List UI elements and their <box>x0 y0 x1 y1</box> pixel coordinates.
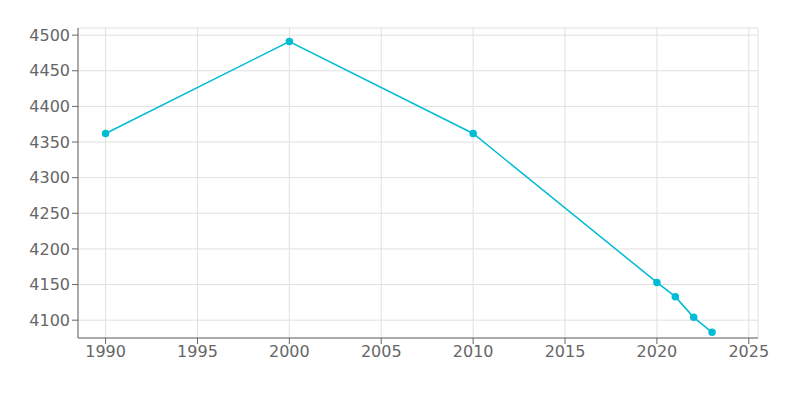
svg-text:4150: 4150 <box>29 275 70 294</box>
svg-text:2025: 2025 <box>728 342 769 361</box>
svg-text:1990: 1990 <box>85 342 126 361</box>
svg-text:4450: 4450 <box>29 61 70 80</box>
svg-text:4100: 4100 <box>29 311 70 330</box>
svg-text:2020: 2020 <box>637 342 678 361</box>
svg-text:2015: 2015 <box>545 342 586 361</box>
svg-text:1995: 1995 <box>177 342 218 361</box>
svg-text:4250: 4250 <box>29 204 70 223</box>
svg-text:2000: 2000 <box>269 342 310 361</box>
svg-text:4350: 4350 <box>29 133 70 152</box>
svg-text:4500: 4500 <box>29 26 70 45</box>
svg-text:2010: 2010 <box>453 342 494 361</box>
svg-text:4300: 4300 <box>29 168 70 187</box>
svg-text:2005: 2005 <box>361 342 402 361</box>
svg-text:4200: 4200 <box>29 240 70 259</box>
svg-text:4400: 4400 <box>29 97 70 116</box>
